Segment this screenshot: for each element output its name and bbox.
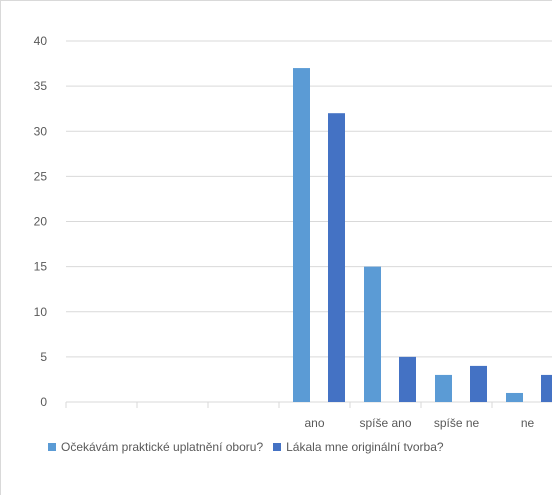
y-tick-label: 30 <box>34 124 48 138</box>
legend-swatch-series-2 <box>273 443 282 451</box>
y-tick-label: 40 <box>34 34 48 48</box>
bar-series-2-spíše-ne <box>470 365 487 402</box>
legend-item-series-2: Lákala mne originální tvorba? <box>273 440 444 454</box>
y-tick-label: 20 <box>34 215 48 229</box>
y-tick-label: 5 <box>40 350 47 364</box>
y-tick-label: 10 <box>34 305 48 319</box>
legend-label-series-2: Lákala mne originální tvorba? <box>286 440 444 454</box>
legend-label-series-1: Očekávám praktické uplatnění oboru? <box>61 440 264 454</box>
y-tick-label: 25 <box>34 169 48 183</box>
y-tick-label: 35 <box>34 79 48 93</box>
bar-series-2-ne <box>541 374 552 402</box>
bar-series-1-ne <box>506 392 523 402</box>
legend-swatch-series-1 <box>48 443 56 451</box>
chart-legend: Očekávám praktické uplatnění oboru? Láka… <box>48 440 444 454</box>
bar-series-2-ano <box>328 113 345 402</box>
bar-series-1-ano <box>293 68 310 402</box>
y-tick-label: 15 <box>34 260 48 274</box>
legend-item-series-1: Očekávám praktické uplatnění oboru? <box>48 440 263 454</box>
bar-series-2-spíše-ano <box>399 356 416 402</box>
y-tick-label: 0 <box>40 395 47 409</box>
x-tick-label: spíše ano <box>359 416 411 430</box>
bar-series-1-spíše-ne <box>435 374 452 402</box>
bar-series-1-spíše-ano <box>364 266 381 402</box>
x-tick-label: ano <box>304 416 324 430</box>
x-tick-label: ne <box>521 416 535 430</box>
x-tick-label: spíše ne <box>434 416 480 430</box>
